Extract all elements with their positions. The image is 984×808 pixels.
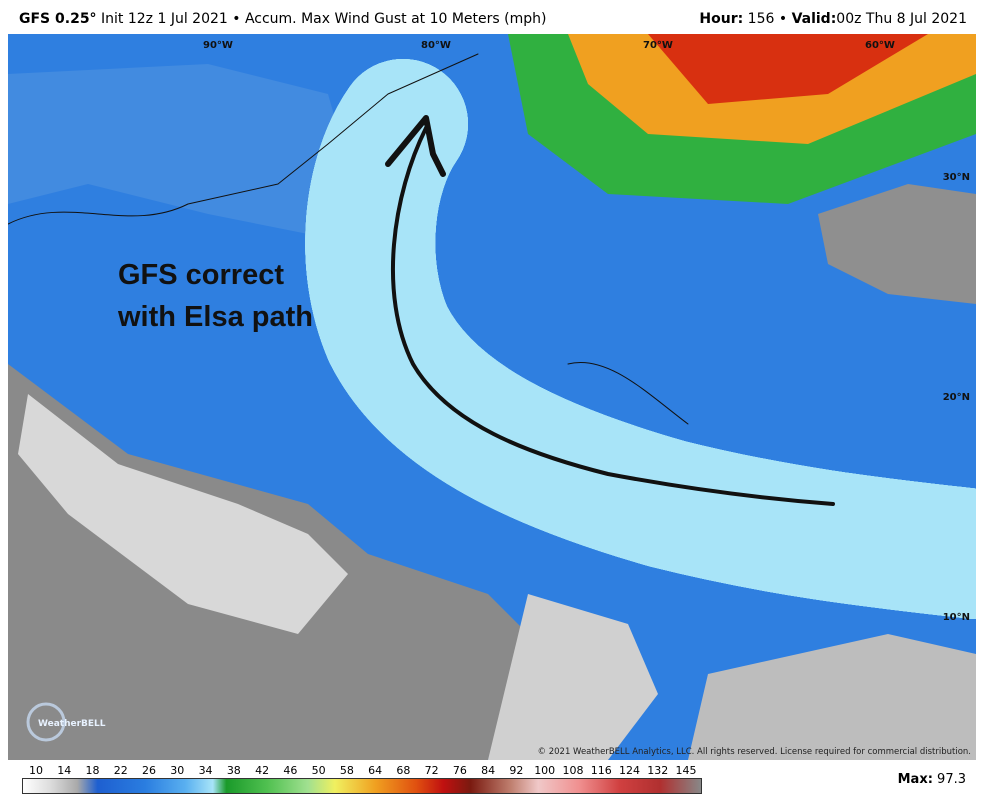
colorbar-label: 38 xyxy=(226,764,241,777)
annotation: with Elsa path xyxy=(117,301,313,333)
colorbar-label: 145 xyxy=(675,764,697,777)
colorbar-label: 68 xyxy=(396,764,411,777)
colorbar-label: 64 xyxy=(368,764,383,777)
colorbar-label: 92 xyxy=(509,764,524,777)
colorbar-label: 84 xyxy=(481,764,496,777)
colorbar-label: 10 xyxy=(29,764,43,777)
colorbar-label: 22 xyxy=(113,764,128,777)
latitude-label: 20°N xyxy=(943,392,970,403)
colorbar-label: 76 xyxy=(452,764,467,777)
colorbar-label: 116 xyxy=(590,764,612,777)
longitude-label: 80°W xyxy=(421,40,451,51)
colorbar-label: 14 xyxy=(57,764,72,777)
description: Init 12z 1 Jul 2021 • Accum. Max Wind Gu… xyxy=(101,11,547,27)
colorbar-label: 108 xyxy=(562,764,584,777)
colorbar-label: 132 xyxy=(647,764,669,777)
map-labels: 90°W 80°W 70°W 60°W 30°N 20°N 10°N xyxy=(203,40,970,623)
colorbar-label: 72 xyxy=(424,764,439,777)
header-left: GFS 0.25° Init 12z 1 Jul 2021 • Accum. M… xyxy=(19,11,546,27)
max: Max: 97.3 xyxy=(898,772,966,787)
header-right: Hour: 156 • Valid:00z Thu 8 Jul 2021 xyxy=(699,11,967,27)
max-value: 97.3 xyxy=(937,772,966,787)
colorbar-label: 46 xyxy=(283,764,298,777)
logo: WeatherBELL xyxy=(38,719,106,729)
latitude-label: 30°N xyxy=(943,172,970,183)
valid-label: Valid: xyxy=(791,11,837,27)
colorbar-label: 58 xyxy=(339,764,354,777)
longitude-label: 90°W xyxy=(203,40,233,51)
colorbar-labels: 10 14 18 22 26 30 34 38 42 46 50 58 64 68 72 76 84 92 100 1… xyxy=(22,764,702,778)
hour: 156 • xyxy=(747,11,788,27)
map: 90°W 80°W 70°W 60°W 30°N 20°N 10°N GFS correct… xyxy=(8,34,976,760)
hour-label: Hour: xyxy=(699,11,744,27)
valid: 00z Thu 8 Jul 2021 xyxy=(836,11,967,27)
colorbar-label: 18 xyxy=(85,764,100,777)
longitude-label: 70°W xyxy=(643,40,673,51)
longitude-label: 60°W xyxy=(865,40,895,51)
colorbar-label: 30 xyxy=(170,764,185,777)
colorbar-label: 26 xyxy=(142,764,157,777)
colorbar-label: 42 xyxy=(255,764,270,777)
max-label: Max: xyxy=(897,772,933,787)
colorbar-label: 100 xyxy=(534,764,556,777)
colorbar-label: 124 xyxy=(618,764,640,777)
model: GFS 0.25° xyxy=(19,11,97,27)
latitude-label: 10°N xyxy=(943,612,970,623)
colorbar xyxy=(22,778,702,794)
colorbar-label: 50 xyxy=(311,764,326,777)
annotation: GFS correct xyxy=(118,259,284,291)
colorbar-label: 34 xyxy=(198,764,213,777)
copyright: © 2021 WeatherBELL Analytics, LLC. All r… xyxy=(538,747,971,757)
